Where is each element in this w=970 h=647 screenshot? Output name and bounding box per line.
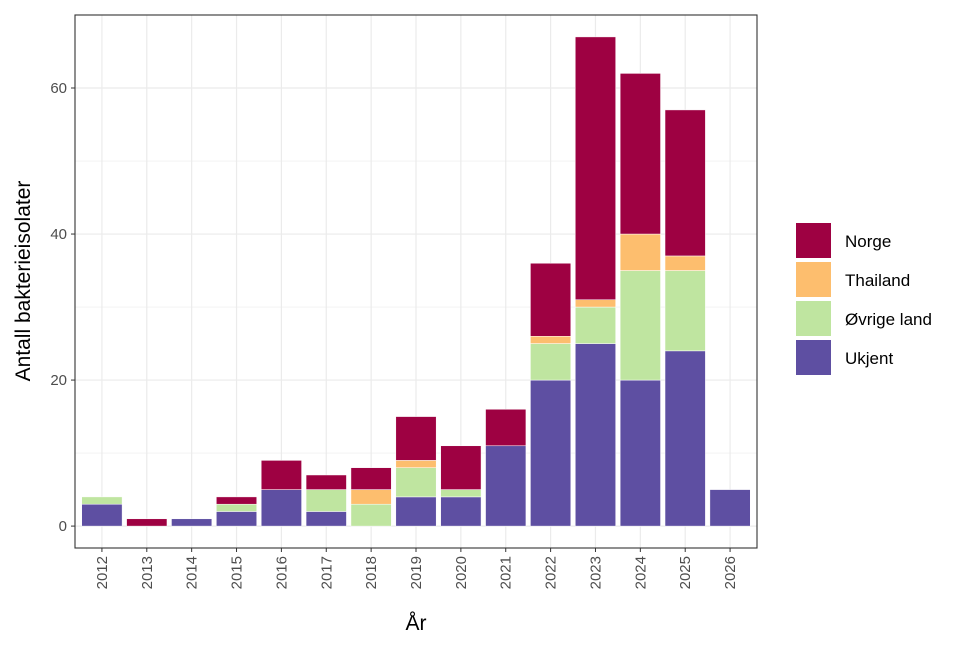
x-tick-label: 2015 [229,556,246,589]
x-tick-label: 2018 [363,556,380,589]
bar-norge-2020 [440,445,482,490]
bar-øvrige-land-2012 [81,496,123,505]
x-tick-label: 2013 [139,556,156,589]
x-tick-label: 2014 [184,556,201,589]
bar-øvrige-land-2024 [619,270,661,381]
y-axis-title: Antall bakterieisolater [12,181,35,382]
bar-ukjent-2017 [305,511,347,527]
bar-øvrige-land-2015 [216,503,257,512]
bar-ukjent-2026 [709,489,751,527]
bar-ukjent-2024 [619,379,661,527]
bar-norge-2015 [216,496,257,505]
bar-ukjent-2019 [395,496,437,527]
legend-label: Ukjent [845,349,893,368]
legend-key [796,223,831,258]
legend-label: Norge [845,232,891,251]
bar-thailand-2019 [395,460,437,468]
bar-øvrige-land-2019 [395,467,437,498]
legend-label: Thailand [845,271,910,290]
x-tick-label: 2021 [498,556,515,589]
bar-norge-2013 [126,518,168,527]
x-tick-label: 2022 [543,556,560,589]
legend-key [796,301,831,336]
x-tick-label: 2025 [677,556,694,589]
legend-key [796,262,831,297]
bar-thailand-2025 [664,255,706,271]
bar-ukjent-2022 [530,379,572,527]
x-tick-label: 2016 [273,556,290,589]
x-tick-label: 2023 [587,556,604,589]
bar-norge-2017 [305,474,347,490]
bar-øvrige-land-2017 [305,489,347,512]
bar-ukjent-2015 [216,511,257,527]
bar-ukjent-2021 [485,445,527,527]
bar-norge-2016 [260,460,302,490]
x-tick-label: 2026 [722,556,739,589]
x-tick-label: 2012 [94,556,111,589]
bar-norge-2023 [575,36,616,301]
bar-øvrige-land-2025 [664,270,706,352]
x-tick-label: 2017 [318,556,335,589]
bar-thailand-2023 [575,299,616,308]
y-tick-label: 0 [59,518,67,535]
bar-øvrige-land-2023 [575,306,616,344]
y-tick-label: 60 [50,80,67,97]
bar-norge-2025 [664,109,706,257]
bar-ukjent-2020 [440,496,482,527]
bar-norge-2018 [350,467,392,490]
x-tick-label: 2019 [408,556,425,589]
bar-norge-2024 [619,73,661,235]
legend-key [796,340,831,375]
bar-thailand-2024 [619,233,661,271]
x-tick-label: 2024 [632,556,649,589]
bar-øvrige-land-2020 [440,489,482,498]
bar-ukjent-2012 [81,503,123,527]
bar-ukjent-2016 [260,489,302,527]
bar-øvrige-land-2018 [350,503,392,527]
y-tick-label: 40 [50,226,67,243]
bar-ukjent-2014 [171,518,213,527]
bar-thailand-2018 [350,489,392,505]
bar-ukjent-2025 [664,350,706,527]
y-tick-label: 20 [50,372,67,389]
bar-norge-2021 [485,409,527,447]
bar-norge-2022 [530,262,572,337]
legend-label: Øvrige land [845,310,932,329]
bar-øvrige-land-2022 [530,343,572,381]
x-tick-label: 2020 [453,556,470,589]
bar-ukjent-2023 [575,343,616,527]
bar-thailand-2022 [530,336,572,344]
bar-norge-2019 [395,416,437,461]
x-axis-title: År [406,612,427,635]
